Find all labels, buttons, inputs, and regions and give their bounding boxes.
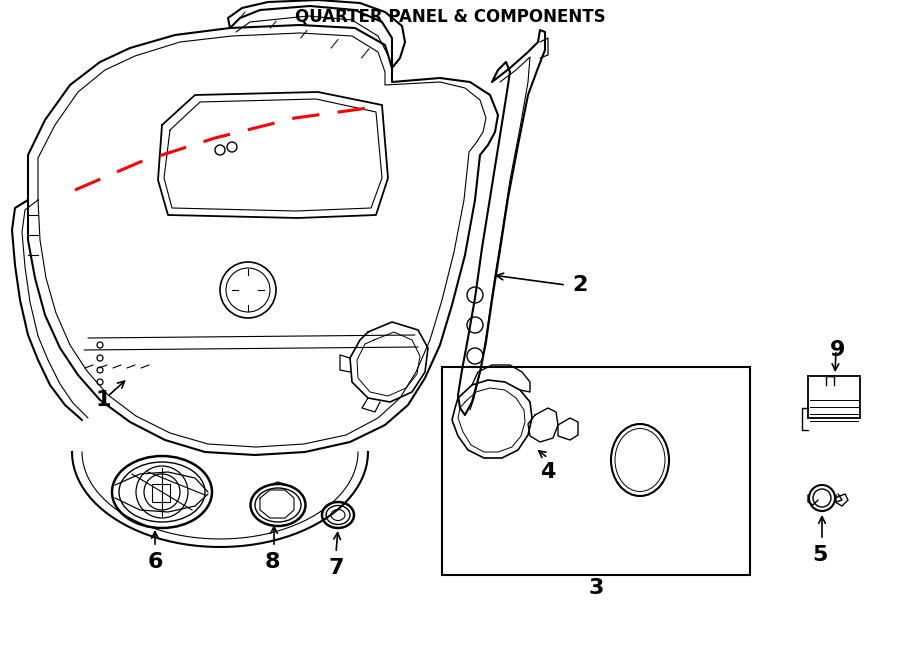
Text: 5: 5 (813, 545, 828, 565)
Bar (152, 484, 170, 502)
Text: QUARTER PANEL & COMPONENTS: QUARTER PANEL & COMPONENTS (294, 8, 606, 26)
Text: 7: 7 (328, 558, 344, 578)
Bar (442, 367, 750, 575)
Text: 6: 6 (148, 552, 163, 572)
Text: 1: 1 (96, 390, 112, 410)
Text: 3: 3 (589, 578, 604, 598)
Text: 4: 4 (540, 462, 555, 482)
Text: 9: 9 (831, 340, 846, 360)
Text: 2: 2 (572, 275, 588, 295)
Text: 8: 8 (265, 552, 280, 572)
